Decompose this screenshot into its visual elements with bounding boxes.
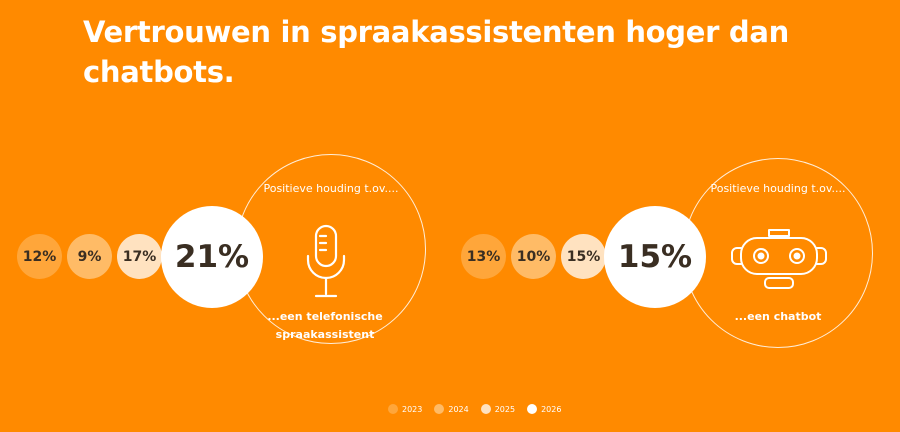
legend-dot-2026 — [527, 404, 538, 414]
legend-label: 2026 — [541, 404, 562, 414]
bubble-2023-voice: 12% — [17, 234, 62, 279]
bubble-2024-voice: 9% — [67, 234, 112, 279]
legend-item: 2026 — [527, 404, 561, 414]
legend: 2023 2024 2025 2026 — [388, 404, 561, 414]
legend-dot-2025 — [480, 404, 491, 414]
bubble-2026-voice: 21% — [161, 206, 263, 308]
outer-ring-voice — [236, 154, 426, 344]
legend-label: 2025 — [494, 404, 516, 414]
bubble-2025-voice: 17% — [117, 234, 162, 279]
microphone-icon — [306, 224, 346, 298]
bubble-2023-chatbot: 13% — [461, 234, 506, 279]
bubble-2025-chatbot: 15% — [561, 234, 606, 279]
legend-item: 2025 — [480, 404, 516, 414]
robot-icon — [731, 229, 827, 289]
page-title: Vertrouwen in spraakassistenten hoger da… — [83, 15, 790, 89]
ring-label-text: Positieve houding t.ov.... — [710, 182, 846, 195]
ring-label-text: Positieve houding t.ov.... — [263, 182, 399, 195]
ring-label-voice: Positieve houding t.ov.... — [261, 180, 401, 197]
legend-dot-2024 — [434, 404, 445, 414]
bubble-2024-chatbot: 10% — [511, 234, 556, 279]
bubble-2026-chatbot: 15% — [604, 206, 706, 308]
caption-voice: ...een telefonische spraakassistent — [267, 310, 383, 341]
outer-ring-chatbot — [683, 158, 873, 348]
caption-chatbot: ...een chatbot — [734, 310, 822, 323]
legend-label: 2024 — [448, 404, 469, 414]
legend-item: 2023 — [388, 404, 422, 414]
legend-dot-2023 — [388, 404, 398, 414]
ring-label-chatbot: Positieve houding t.ov.... — [708, 180, 848, 197]
legend-item: 2024 — [434, 404, 469, 414]
legend-label: 2023 — [402, 404, 423, 414]
